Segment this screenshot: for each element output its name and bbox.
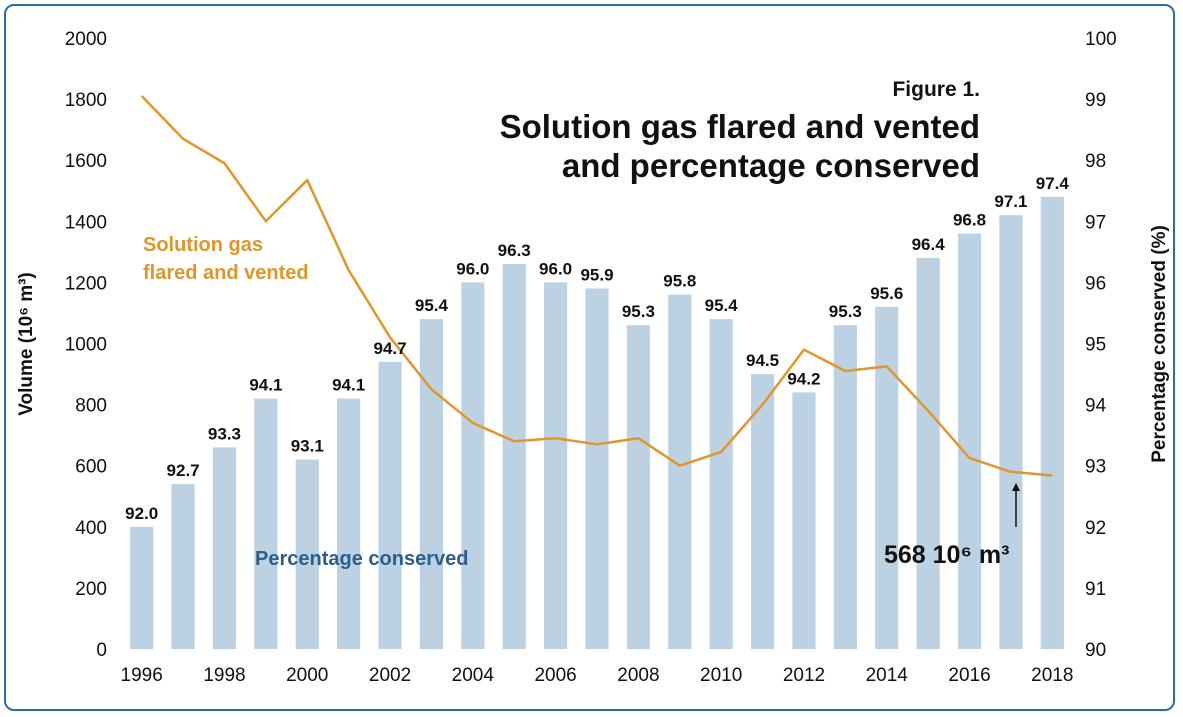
- bar-2008: [626, 325, 650, 649]
- bar-label-2011: 94.5: [746, 351, 779, 370]
- last-value-annotation: 568 10⁶ m³: [884, 541, 1009, 569]
- bar-label-2006: 96.0: [539, 259, 572, 278]
- x-tick-2018: 2018: [1031, 665, 1073, 686]
- bar-2007: [585, 288, 609, 649]
- annotation-arrow-head: [1012, 483, 1020, 491]
- bar-label-1999: 94.1: [249, 375, 282, 394]
- bar-label-2003: 95.4: [415, 296, 449, 315]
- bar-label-2008: 95.3: [622, 302, 655, 321]
- bar-2001: [337, 398, 361, 649]
- y-left-tick-1000: 1000: [65, 335, 107, 356]
- y-right-tick-92: 92: [1085, 518, 1106, 539]
- y-left-tick-800: 800: [75, 396, 107, 417]
- bar-label-2018: 97.4: [1036, 174, 1070, 193]
- y-axis-left-label: Volume (10⁶ m³): [16, 272, 37, 416]
- y-right-tick-95: 95: [1085, 335, 1106, 356]
- bar-label-2001: 94.1: [332, 375, 365, 394]
- bar-2006: [544, 282, 568, 649]
- x-tick-2012: 2012: [783, 665, 825, 686]
- y-right-tick-93: 93: [1085, 457, 1106, 478]
- bar-label-2005: 96.3: [498, 241, 531, 260]
- chart-title-line-2: and percentage conserved: [562, 147, 980, 184]
- bar-2013: [833, 325, 857, 649]
- bar-label-2013: 95.3: [829, 302, 862, 321]
- y-right-tick-91: 91: [1085, 579, 1106, 600]
- y-right-tick-94: 94: [1085, 396, 1107, 417]
- bar-2009: [668, 294, 692, 649]
- bar-label-2017: 97.1: [994, 192, 1027, 211]
- x-tick-2000: 2000: [286, 665, 328, 686]
- bar-2003: [419, 319, 444, 649]
- line-series-label-1: Solution gas: [143, 234, 263, 256]
- bar-label-1998: 93.3: [208, 424, 241, 443]
- line-series: [140, 95, 1053, 477]
- bar-label-2016: 96.8: [953, 211, 986, 230]
- bar-series-label: Percentage conserved: [255, 548, 468, 570]
- bar-1999: [254, 398, 278, 649]
- y-right-tick-97: 97: [1085, 212, 1106, 233]
- bar-2012: [792, 392, 816, 649]
- line-series-label-2: flared and vented: [143, 262, 309, 284]
- y-left-tick-0: 0: [96, 640, 107, 661]
- bar-1997: [171, 484, 195, 649]
- y-left-tick-1600: 1600: [65, 151, 107, 172]
- data-labels: 92.0 92.7 93.3 94.1 93.1 94.1 94.7 95.4 96.0 96.3…: [125, 174, 1069, 523]
- bar-label-2004: 96.0: [456, 259, 489, 278]
- bar-2010: [709, 319, 733, 649]
- bar-2017: [999, 215, 1023, 649]
- y-left-tick-600: 600: [75, 457, 107, 478]
- bar-label-2010: 95.4: [705, 296, 739, 315]
- x-tick-2002: 2002: [369, 665, 411, 686]
- figure-label: Figure 1.: [892, 78, 980, 101]
- y-left-tick-2000: 2000: [65, 29, 107, 50]
- bar-label-2014: 95.6: [870, 284, 903, 303]
- bar-2005: [502, 264, 526, 649]
- bar-label-2015: 96.4: [912, 235, 946, 254]
- y-left-tick-1200: 1200: [65, 273, 107, 294]
- x-tick-2006: 2006: [534, 665, 576, 686]
- bar-label-1997: 92.7: [167, 461, 200, 480]
- bar-label-2002: 94.7: [373, 339, 406, 358]
- y-axis-right-label: Percentage conserved (%): [1149, 225, 1170, 463]
- bar-label-2012: 94.2: [787, 369, 820, 388]
- bar-label-2009: 95.8: [663, 272, 696, 291]
- x-tick-2010: 2010: [700, 665, 742, 686]
- y-right-tick-100: 100: [1085, 29, 1117, 50]
- x-tick-1998: 1998: [203, 665, 245, 686]
- bar-2016: [957, 233, 982, 649]
- tick-labels: 0 200 400 600 800 1000 1200 1400 1600 1800 2000 90 9…: [65, 29, 1117, 686]
- y-left-tick-400: 400: [75, 518, 107, 539]
- bar-label-1996: 92.0: [125, 504, 158, 523]
- y-left-tick-200: 200: [75, 579, 107, 600]
- x-tick-2016: 2016: [948, 665, 990, 686]
- bar-2011: [750, 374, 775, 649]
- bar-label-2007: 95.9: [580, 266, 613, 285]
- y-left-tick-1800: 1800: [65, 90, 107, 111]
- x-tick-2008: 2008: [617, 665, 659, 686]
- y-right-tick-98: 98: [1085, 151, 1106, 172]
- y-right-tick-96: 96: [1085, 273, 1106, 294]
- bar-2018: [1040, 196, 1064, 650]
- y-right-tick-99: 99: [1085, 90, 1106, 111]
- bar-label-2000: 93.1: [291, 437, 324, 456]
- y-right-tick-90: 90: [1085, 640, 1106, 661]
- bar-2002: [378, 361, 402, 649]
- bar-series: [130, 196, 1064, 650]
- bar-2000: [295, 459, 319, 649]
- x-tick-2004: 2004: [452, 665, 495, 686]
- bar-2015: [916, 257, 940, 649]
- bar-2014: [875, 306, 899, 649]
- chart-title-line-1: Solution gas flared and vented: [500, 108, 980, 145]
- x-tick-2014: 2014: [866, 665, 909, 686]
- x-tick-1996: 1996: [121, 665, 163, 686]
- y-left-tick-1400: 1400: [65, 212, 107, 233]
- bar-1996: [130, 526, 154, 649]
- bar-1998: [212, 447, 237, 649]
- bar-2004: [461, 282, 485, 649]
